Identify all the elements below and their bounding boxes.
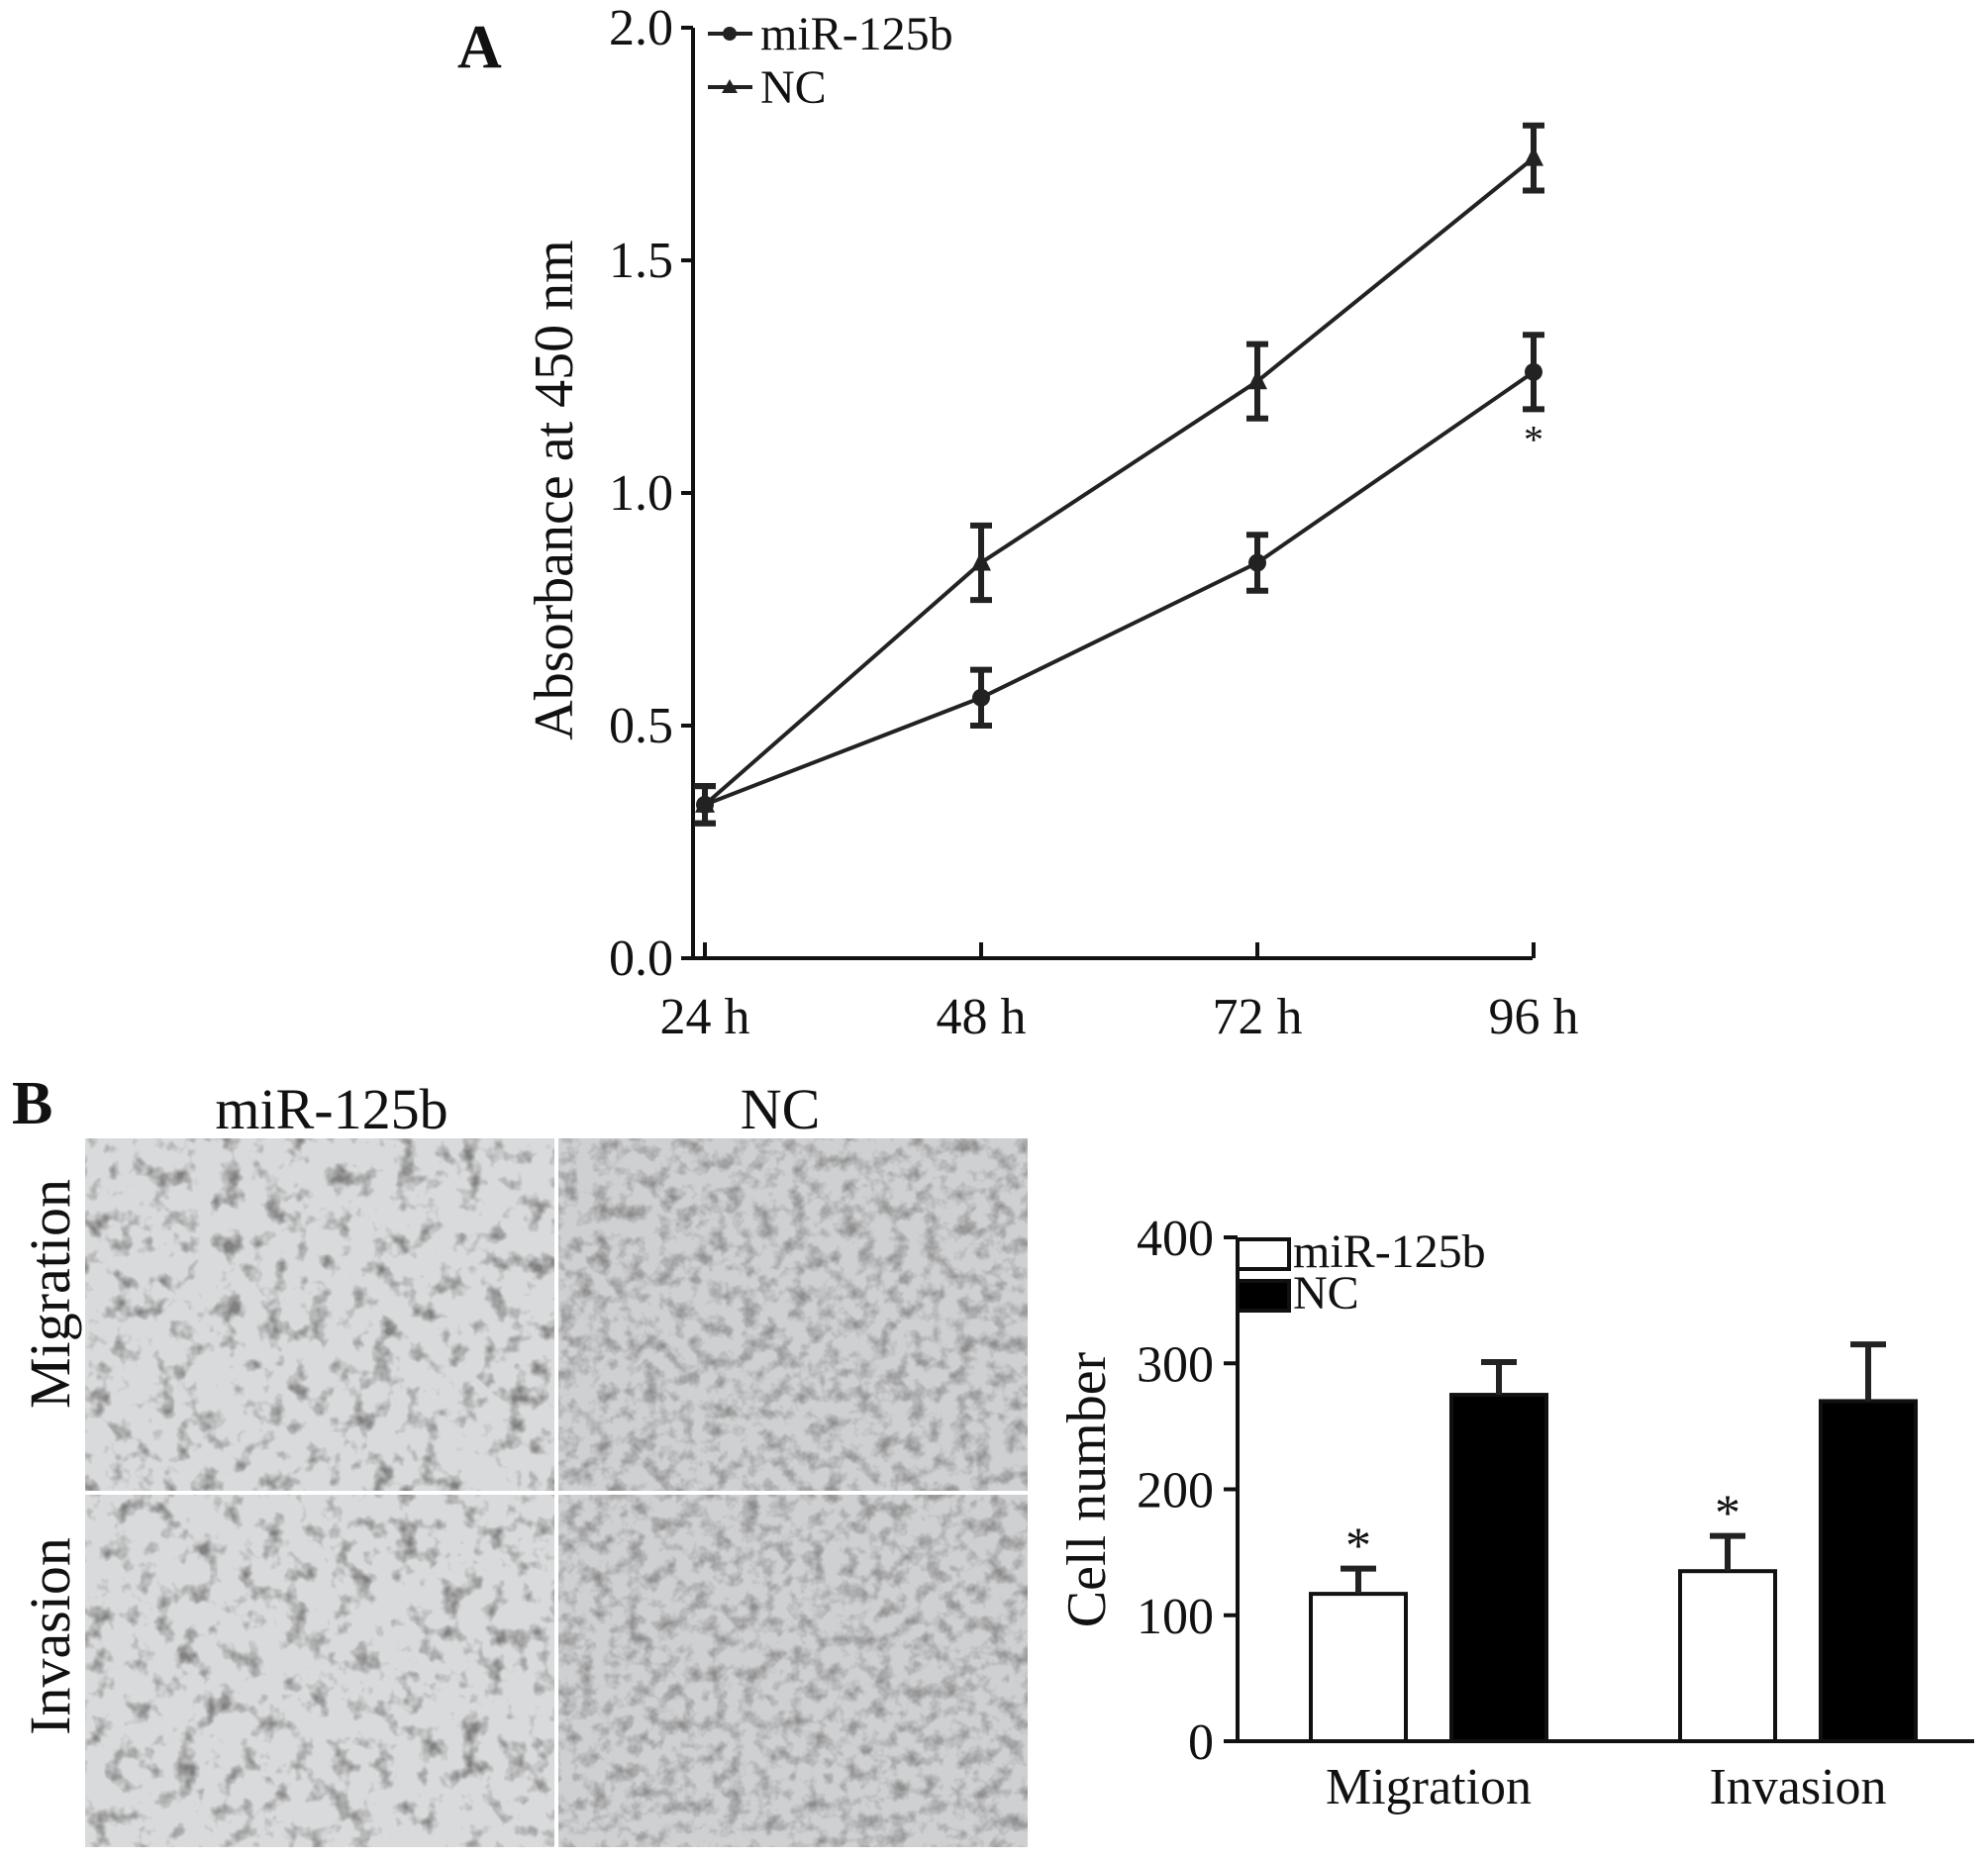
bar-y-tick-label: 200: [1137, 1463, 1214, 1519]
bar-y-tick-label: 300: [1137, 1336, 1214, 1393]
line-legend: miR-125b NC: [708, 8, 953, 114]
bar-y-tick-label: 400: [1137, 1211, 1214, 1267]
micrograph-row-label-invasion: Invasion: [18, 1537, 82, 1735]
bar-y-axis-label: Cell number: [1056, 1351, 1118, 1627]
micrograph-invasion-nc: [558, 1495, 1028, 1847]
x-tick-label: 24 h: [660, 989, 750, 1045]
y-axis-label: Absorbance at 450 nm: [524, 240, 585, 739]
y-tick-label: 0.5: [609, 698, 673, 754]
panel-label-a: A: [457, 14, 502, 81]
line-ticks: 0.0 0.5 1.0 1.5 2.0 24 h 48 h 72 h 96 h: [609, 0, 1579, 1045]
panel-label-b: B: [12, 1070, 52, 1137]
bar-significance-star: *: [1345, 1518, 1371, 1575]
significance-star: *: [1524, 417, 1543, 461]
y-tick-label: 1.0: [609, 465, 673, 522]
legend-marker-mir125b: [723, 27, 737, 41]
legend-label-mir125b: miR-125b: [760, 8, 953, 60]
bar-legend-label-mir125b: miR-125b: [1293, 1225, 1486, 1278]
micrograph-column-label-mir125b: miR-125b: [215, 1077, 447, 1141]
x-tick-label: 72 h: [1213, 989, 1303, 1045]
series-line-mir-125b: [704, 370, 1536, 807]
x-tick-label: 96 h: [1489, 989, 1579, 1045]
point-nc: [971, 550, 991, 571]
bar-mir-125b-migration: [1309, 1592, 1408, 1744]
micrograph-migration-nc: [558, 1138, 1028, 1491]
micrograph-grid: miR-125b NC Migration Invasion: [18, 1077, 1028, 1847]
micrograph-migration-mir125b: [85, 1138, 554, 1491]
line-chart: Absorbance at 450 nm 0.0 0.5 1.0 1.5 2.0 24 h…: [524, 0, 1579, 1045]
point-mir-125b: [972, 688, 990, 707]
series-line-nc: [703, 156, 1536, 807]
bar-y-tick-label: 100: [1137, 1589, 1214, 1645]
bar-bars: **: [1309, 1341, 1918, 1744]
bar-x-tick-label: Invasion: [1709, 1759, 1886, 1815]
y-tick-label: 0.0: [609, 930, 673, 987]
micrograph-row-label-migration: Migration: [18, 1179, 82, 1409]
legend-marker-nc: [722, 79, 738, 93]
bar-nc-invasion: [1819, 1399, 1918, 1744]
bar-x-tick-label: Migration: [1326, 1759, 1532, 1815]
bar-legend: miR-125b NC: [1236, 1225, 1486, 1320]
line-series: *: [694, 122, 1544, 827]
bar-significance-star: *: [1715, 1486, 1740, 1542]
bar-ticks: 0 100 200 300 400 Migration Invasion: [1137, 1211, 1887, 1815]
bar-mir-125b-invasion: [1678, 1569, 1777, 1744]
legend-label-nc: NC: [760, 61, 827, 114]
legend-swatch-mir125b: [1236, 1237, 1291, 1271]
bar-chart: Cell number 0 100 200 300 400 Migration Invasi…: [1056, 1211, 1974, 1815]
y-tick-label: 2.0: [609, 0, 673, 56]
point-nc: [1247, 369, 1267, 390]
micrograph-column-label-nc: NC: [741, 1077, 821, 1141]
point-mir-125b: [1248, 553, 1266, 572]
point-nc: [695, 792, 715, 813]
bar-y-tick-label: 0: [1188, 1714, 1214, 1771]
bar-legend-label-nc: NC: [1293, 1267, 1359, 1320]
x-tick-label: 48 h: [937, 989, 1027, 1045]
point-nc: [1524, 146, 1543, 166]
micrograph-invasion-mir125b: [85, 1495, 554, 1847]
y-tick-label: 1.5: [609, 233, 673, 289]
point-mir-125b: [1525, 362, 1542, 381]
legend-swatch-nc: [1236, 1279, 1291, 1313]
bar-nc-migration: [1449, 1393, 1548, 1743]
